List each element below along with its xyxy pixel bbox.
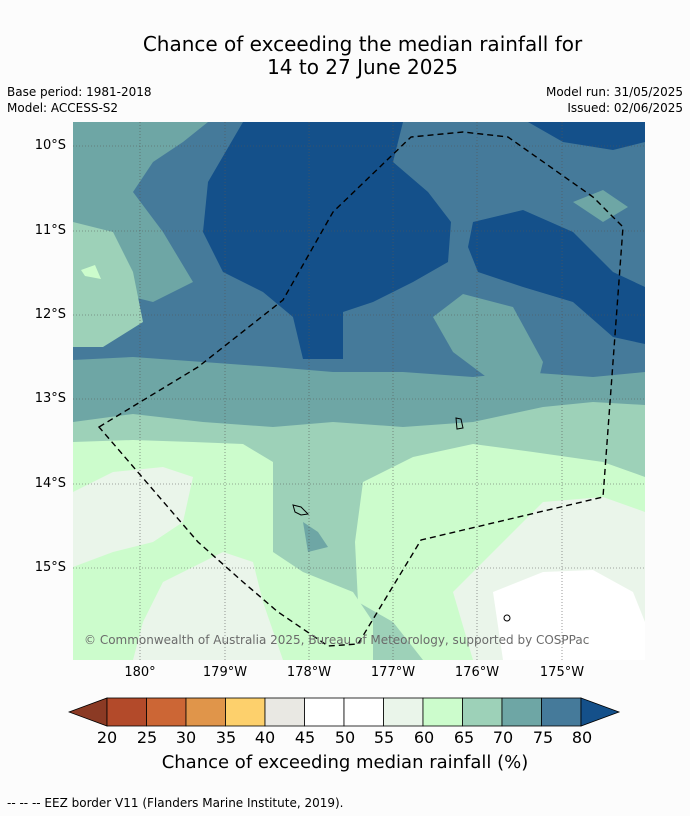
colorbar-cell <box>541 697 582 727</box>
map-title-line1: Chance of exceeding the median rainfall … <box>142 32 583 56</box>
eez-legend-note: -- -- -- EEZ border V11 (Flanders Marine… <box>7 796 344 810</box>
colorbar-tick: 30 <box>175 728 197 747</box>
lon-label-180: 180° <box>124 665 156 680</box>
base-period: Base period: 1981-2018 <box>7 85 152 99</box>
colorbar-tick: 35 <box>215 728 237 747</box>
contour-65-70-west <box>73 222 143 347</box>
contour-80-plus-ne <box>528 122 645 150</box>
colorbar-tick: 70 <box>492 728 514 747</box>
contour-55-60-south <box>133 552 283 660</box>
lat-label-15s: 15°S <box>34 560 66 575</box>
contour-55-60-west <box>73 467 193 567</box>
colorbar-tick: 75 <box>532 728 554 747</box>
contour-80-plus-center <box>203 122 451 359</box>
contour-70-75-small <box>303 522 328 552</box>
colorbar-cell <box>304 697 345 727</box>
colorbar-tick: 80 <box>571 728 593 747</box>
island-outline-2 <box>455 417 464 430</box>
island-outline-3 <box>503 614 511 622</box>
colorbar-tick: 25 <box>136 728 158 747</box>
colorbar-tick: 55 <box>373 728 395 747</box>
colorbar-cell <box>343 697 384 727</box>
colorbar-cell <box>146 697 187 727</box>
contour-50-55-se <box>493 570 645 660</box>
colorbar <box>68 697 621 727</box>
colorbar-cell <box>383 697 424 727</box>
colorbar-label: Chance of exceeding median rainfall (%) <box>161 752 529 773</box>
colorbar-cell <box>106 697 147 727</box>
map-title-line2: 14 to 27 June 2025 <box>267 55 458 79</box>
contour-60-65-patch <box>81 265 101 279</box>
colorbar-cell <box>422 697 463 727</box>
contour-70-75-tongue <box>433 294 543 402</box>
colorbar-cell <box>185 697 226 727</box>
colorbar-cell <box>501 697 542 727</box>
contour-70-75-ne-patch <box>573 190 628 222</box>
model-name: Model: ACCESS-S2 <box>7 101 119 115</box>
meta-right: Model run: 31/05/2025 Issued: 02/06/2025 <box>546 84 683 116</box>
model-run: Model run: 31/05/2025 <box>545 85 683 99</box>
colorbar-cell <box>264 697 305 727</box>
lat-label-10s: 10°S <box>34 138 66 153</box>
lat-label-11s: 11°S <box>34 223 66 238</box>
rainfall-map <box>73 122 645 660</box>
island-outline <box>292 504 310 516</box>
lat-label-14s: 14°S <box>34 476 66 491</box>
colorbar-tick: 50 <box>334 728 356 747</box>
lat-label-12s: 12°S <box>34 307 66 322</box>
map-gridlines <box>73 122 645 660</box>
colorbar-cell <box>462 697 503 727</box>
colorbar-tick: 65 <box>453 728 475 747</box>
lon-label-176w: 176°W <box>454 665 500 680</box>
colorbar-tick: 20 <box>96 728 118 747</box>
colorbar-tick: 45 <box>294 728 316 747</box>
lon-label-178w: 178°W <box>286 665 332 680</box>
colorbar-cells <box>68 697 621 727</box>
colorbar-tick: 60 <box>413 728 435 747</box>
contour-80-plus-east <box>468 210 645 344</box>
issued-date: Issued: 02/06/2025 <box>567 101 683 115</box>
meta-left: Base period: 1981-2018 Model: ACCESS-S2 <box>7 84 152 116</box>
colorbar-cell <box>225 697 266 727</box>
copyright-notice: © Commonwealth of Australia 2025, Bureau… <box>84 633 590 647</box>
colorbar-arrow-low <box>68 697 108 727</box>
colorbar-arrow-high <box>580 697 621 727</box>
lon-label-179w: 179°W <box>202 665 248 680</box>
eez-border <box>97 131 624 647</box>
lon-label-175w: 175°W <box>539 665 585 680</box>
lon-label-177w: 177°W <box>370 665 416 680</box>
map-canvas <box>73 122 645 660</box>
colorbar-tick: 40 <box>254 728 276 747</box>
lat-label-13s: 13°S <box>34 391 66 406</box>
